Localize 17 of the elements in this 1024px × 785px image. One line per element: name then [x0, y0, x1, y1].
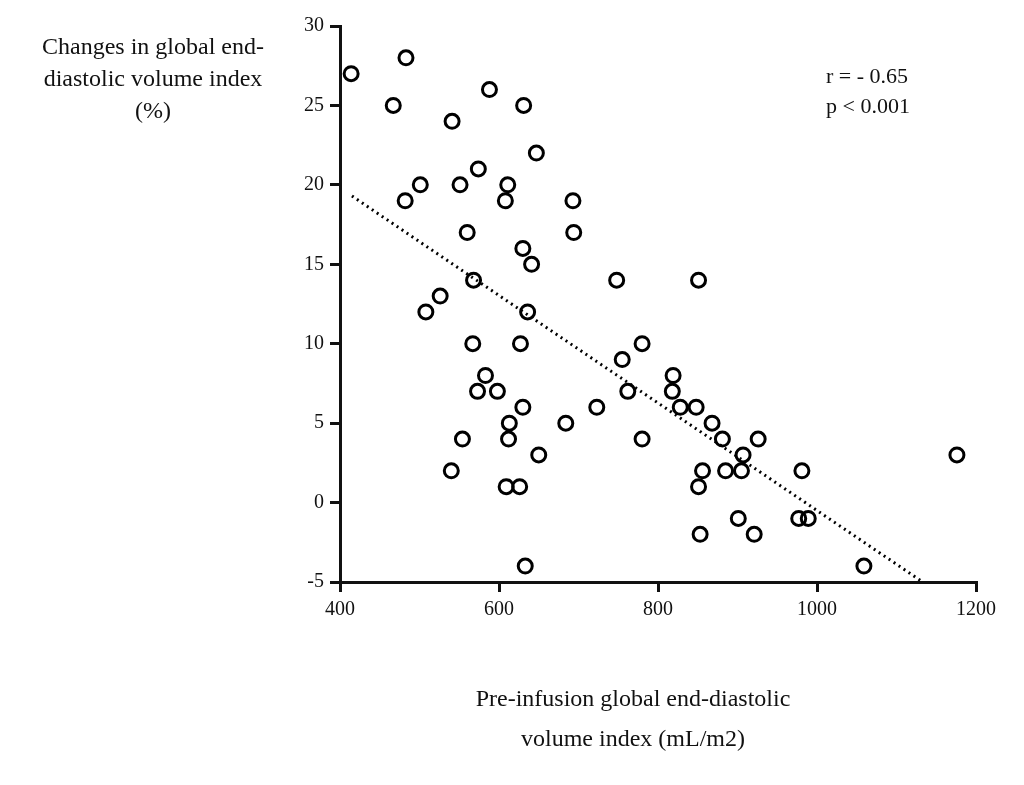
x-tick-label: 800 — [643, 597, 673, 620]
y-tick-label: 10 — [304, 330, 324, 353]
y-tick-label: 0 — [314, 489, 324, 512]
x-tick-label: 600 — [484, 597, 514, 620]
x-tick-label: 400 — [325, 597, 355, 620]
x-tick-label: 1000 — [797, 597, 837, 620]
y-tick-label: 25 — [304, 92, 324, 115]
x-axis-title: Pre-infusion global end-diastolic volume index (mL/m2) — [474, 684, 792, 753]
y-tick-label: -5 — [307, 569, 324, 592]
annotation: r = - 0.65 — [826, 62, 909, 88]
y-tick-label: 5 — [314, 410, 324, 433]
y-axis-title: Changes in global end-diastolic volume index (%) — [41, 32, 265, 125]
y-tick-label: 20 — [304, 172, 324, 195]
y-tick-label: 15 — [304, 251, 324, 274]
annotation: p < 0.001 — [826, 92, 910, 118]
y-tick-label: 30 — [304, 13, 324, 36]
x-tick-label: 1200 — [956, 597, 996, 620]
